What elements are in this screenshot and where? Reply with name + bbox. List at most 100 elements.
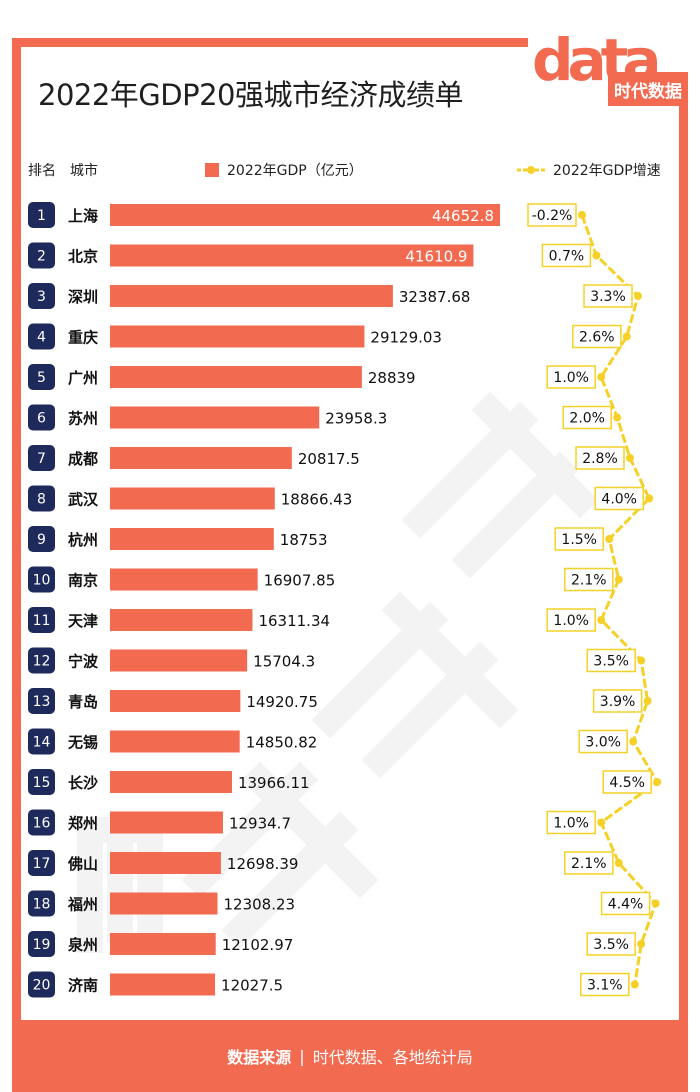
gdp-bar xyxy=(110,649,248,672)
growth-label: -0.2% xyxy=(532,208,573,224)
gdp-legend: 2022年GDP（亿元） xyxy=(205,160,363,180)
rank-number: 4 xyxy=(37,330,46,346)
rank-number: 6 xyxy=(37,411,46,427)
growth-label-box xyxy=(546,608,596,632)
growth-label: 3.5% xyxy=(593,937,629,953)
city-label: 成都 xyxy=(68,450,98,468)
city-label: 重庆 xyxy=(68,329,98,347)
gdp-value-label: 12102.97 xyxy=(222,936,294,954)
city-label: 杭州 xyxy=(68,531,98,549)
growth-label: 4.4% xyxy=(608,897,644,913)
city-label: 北京 xyxy=(68,248,98,266)
growth-point xyxy=(630,980,639,989)
rank-number: 10 xyxy=(33,573,51,589)
gdp-bar xyxy=(110,244,474,267)
rank-badge xyxy=(28,323,55,350)
growth-label: 1.0% xyxy=(553,816,589,832)
gdp-value-label: 12934.7 xyxy=(229,815,291,833)
growth-label: 1.5% xyxy=(561,532,597,548)
gdp-value-label: 20817.5 xyxy=(298,450,360,468)
rank-number: 18 xyxy=(33,897,51,913)
rank-badge xyxy=(28,202,55,228)
growth-point xyxy=(614,575,623,584)
growth-label: 1.0% xyxy=(553,370,589,386)
growth-label: 3.0% xyxy=(585,735,621,751)
gdp-bar xyxy=(110,285,393,307)
growth-label-box xyxy=(586,648,636,673)
source-footer: 数据来源 | 时代数据、各地统计局 xyxy=(12,1020,688,1092)
growth-label: 4.5% xyxy=(609,775,645,791)
city-label: 长沙 xyxy=(68,774,98,792)
growth-point xyxy=(626,454,634,462)
rank-badge xyxy=(28,526,55,552)
frame-top xyxy=(12,38,688,47)
rank-number: 15 xyxy=(33,775,51,791)
growth-label-box xyxy=(592,689,643,713)
growth-point xyxy=(613,413,622,422)
growth-label: 3.1% xyxy=(587,978,623,994)
growth-label-box xyxy=(600,891,651,916)
rank-number: 14 xyxy=(33,735,51,751)
growth-label: 3.5% xyxy=(593,654,629,670)
gdp-bar xyxy=(110,690,241,712)
growth-point xyxy=(637,656,646,665)
growth-label: 3.9% xyxy=(600,694,636,710)
rank-badge xyxy=(28,809,55,836)
rank-badge xyxy=(28,364,55,390)
growth-label-box xyxy=(586,932,636,956)
gdp-bar xyxy=(110,406,320,429)
growth-point xyxy=(653,778,662,786)
growth-label: 2.8% xyxy=(582,451,618,467)
growth-point xyxy=(605,535,614,543)
city-label: 南京 xyxy=(68,572,98,590)
growth-legend-label: 2022年GDP增速 xyxy=(553,163,661,179)
rank-badge xyxy=(28,566,55,593)
gdp-bar xyxy=(110,973,216,996)
rank-number: 5 xyxy=(37,370,46,386)
rank-number: 19 xyxy=(33,937,51,953)
city-header: 城市 xyxy=(70,163,98,179)
rank-number: 2 xyxy=(37,249,46,265)
rank-number: 17 xyxy=(33,856,51,872)
gdp-value-label: 12698.39 xyxy=(227,855,299,873)
gdp-value-label: 12027.5 xyxy=(221,977,283,995)
rank-badge xyxy=(28,971,55,998)
growth-point xyxy=(645,494,654,503)
rank-badge xyxy=(28,404,55,431)
growth-label: 4.0% xyxy=(601,492,637,508)
rank-badge xyxy=(28,769,55,795)
gdp-bar xyxy=(110,366,362,388)
logo-subtitle: 时代数据 xyxy=(608,72,688,106)
growth-legend: 2022年GDP增速 xyxy=(515,160,661,180)
rank-number: 12 xyxy=(33,654,51,670)
city-label: 深圳 xyxy=(68,288,98,306)
growth-label-box xyxy=(546,365,596,389)
gdp-value-label: 13966.11 xyxy=(238,774,310,792)
city-label: 武汉 xyxy=(68,491,99,509)
growth-label-box xyxy=(527,203,577,227)
gdp-value-label: 23958.3 xyxy=(325,410,387,428)
growth-label: 2.1% xyxy=(571,573,607,589)
rank-badge xyxy=(28,688,55,714)
gdp-bar xyxy=(110,487,275,510)
gdp-bar xyxy=(110,528,274,550)
rank-badge xyxy=(28,931,55,957)
rank-badge xyxy=(28,283,55,309)
growth-label-box xyxy=(583,284,633,308)
growth-point xyxy=(597,616,606,624)
frame-right xyxy=(679,38,688,1092)
gdp-value-label: 28839 xyxy=(368,369,416,387)
rank-badge xyxy=(28,485,55,512)
rank-badge xyxy=(28,850,55,876)
gdp-bar xyxy=(110,609,253,631)
city-label: 福州 xyxy=(67,896,98,914)
gdp-value-label: 18866.43 xyxy=(281,491,353,509)
gdp-value-label: 14850.82 xyxy=(246,734,318,752)
rank-number: 1 xyxy=(37,208,46,224)
growth-point xyxy=(637,940,646,948)
gdp-legend-label: 2022年GDP（亿元） xyxy=(227,163,363,179)
growth-point xyxy=(629,737,638,746)
rank-number: 11 xyxy=(33,613,51,629)
gdp-value-label: 41610.9 xyxy=(405,248,467,266)
city-label: 上海 xyxy=(68,207,98,225)
